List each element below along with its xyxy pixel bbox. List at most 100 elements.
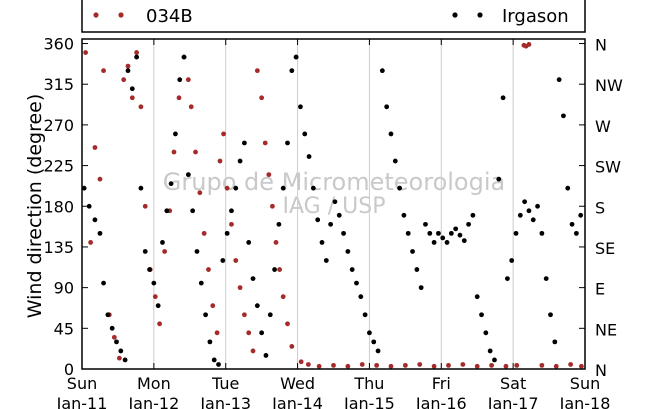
data-point-034b [92,145,98,150]
data-point-irgason [125,68,131,74]
data-point-irgason [207,339,213,345]
data-point-034b [514,362,520,368]
data-point-irgason [237,158,243,164]
data-point-irgason [410,249,415,254]
data-point-irgason [444,240,450,245]
data-point-034b [206,267,211,272]
data-point-irgason [492,357,497,363]
y-right-tick-label: S [595,198,605,217]
data-point-034b [224,185,230,191]
data-point-irgason [487,348,493,354]
data-point-irgason [250,276,256,281]
data-point-irgason [280,185,286,191]
data-point-irgason [573,230,579,236]
x-tick-date: Jan-11 [56,394,108,409]
y-tick-label: 360 [43,35,74,54]
data-point-034b [138,104,144,110]
data-point-irgason [543,276,549,281]
data-point-irgason [414,267,420,272]
data-point-irgason [405,230,411,236]
data-point-irgason [362,312,368,318]
x-tick-day: Mon [137,374,171,393]
data-point-irgason [155,303,161,309]
data-point-irgason [298,104,303,110]
y-tick-label: 135 [43,238,74,257]
data-point-irgason [556,77,562,83]
data-point-034b [316,363,322,369]
data-point-irgason [122,357,128,363]
data-point-irgason [379,68,385,74]
data-point-034b [121,77,127,83]
data-point-irgason [384,104,390,110]
data-point-034b [417,362,423,367]
x-tick-date: Jan-14 [271,394,323,409]
data-point-034b [270,203,275,209]
data-point-irgason [168,181,174,187]
data-point-irgason [190,208,196,214]
data-point-irgason [483,330,489,336]
legend-label-034b: 034B [146,6,193,27]
data-point-irgason [92,217,98,223]
y-right-tick-label: NE [595,320,617,339]
data-point-irgason [134,54,140,60]
data-point-034b [171,149,177,155]
y-right-tick-label: W [595,117,611,136]
data-point-irgason [535,203,540,209]
data-point-irgason [211,357,217,363]
data-point-034b [229,221,234,227]
x-tick-date: Jan-12 [127,394,179,409]
data-point-irgason [522,199,528,205]
data-point-irgason [302,131,308,137]
data-point-034b [388,363,394,369]
data-point-irgason [436,230,441,236]
data-point-034b [259,95,265,101]
data-point-034b [188,104,194,110]
grid-lines [153,39,514,369]
data-point-034b [280,294,286,300]
legend-marker-034b [118,12,124,18]
axis-ticks: SunJan-11MonJan-12TueJan-13WedJan-14ThuJ… [43,35,623,409]
data-point-irgason [358,294,364,300]
data-point-034b [97,176,103,182]
data-point-034b [402,362,408,368]
data-point-034b [331,362,336,368]
data-point-034b [345,363,351,369]
data-point-irgason [457,232,463,238]
data-point-034b [217,158,223,164]
data-point-irgason [164,208,170,214]
data-point-irgason [259,330,265,336]
y-tick-label: 225 [43,157,74,176]
x-tick-date: Jan-15 [343,394,395,409]
data-point-irgason [147,267,152,272]
plot-frame [81,38,586,370]
data-point-034b [539,362,545,368]
data-point-034b [88,240,94,245]
data-point-irgason [142,249,148,254]
data-point-034b [233,258,239,263]
data-point-034b [579,363,584,369]
data-point-irgason [272,267,277,272]
data-point-034b [431,363,437,369]
data-point-034b [111,334,117,340]
data-point-irgason [198,280,204,286]
data-point-034b [266,172,272,178]
data-point-irgason [431,240,437,245]
data-point-irgason [392,158,398,164]
legend-box [81,0,586,33]
data-point-irgason [216,362,221,367]
data-point-irgason [86,203,92,209]
data-point-irgason [552,339,558,345]
data-point-irgason [267,312,273,318]
data-point-irgason [185,172,191,178]
data-point-irgason [181,54,187,60]
data-point-irgason [114,339,119,345]
y-right-tick-label: SE [595,239,615,258]
data-point-034b [125,63,131,69]
legend-marker-irgason [477,12,483,18]
data-point-irgason [289,68,295,74]
y-tick-label: 0 [64,360,74,379]
data-point-irgason [109,325,115,331]
data-point-034b [129,95,135,101]
legend-label-irgason: Irgason [502,6,569,27]
data-point-irgason [517,212,523,218]
